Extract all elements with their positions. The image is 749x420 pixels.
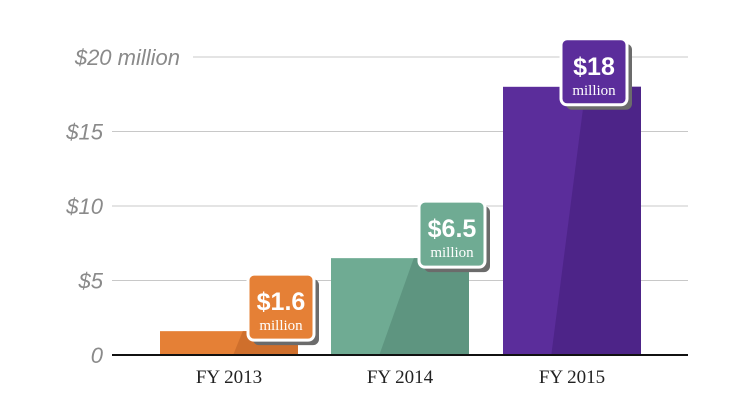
- data-label-badge: $1.6 million: [246, 272, 319, 346]
- badge-value-label: $1.6: [257, 288, 306, 316]
- y-tick-label: $5: [78, 269, 104, 294]
- y-tick-label: $15: [65, 120, 103, 145]
- badge-value-label: $6.5: [428, 215, 477, 243]
- badge-body: [417, 199, 487, 269]
- bar-shade: [551, 86, 641, 356]
- x-tick-label: FY 2013: [196, 367, 262, 388]
- data-label-badge: $18 million: [559, 37, 632, 110]
- badge-unit-label: million: [572, 83, 616, 99]
- x-tick-label: FY 2015: [539, 367, 605, 388]
- y-axis-ticks: 0 $5 $10 $15 $20 million: [65, 45, 180, 368]
- x-tick-label: FY 2014: [367, 367, 434, 388]
- y-tick-label: $10: [65, 194, 103, 219]
- data-label-badges: $1.6 million $6.5 million $18 million: [246, 37, 632, 346]
- y-tick-label: 0: [91, 343, 104, 368]
- badge-unit-label: million: [259, 318, 303, 334]
- data-label-badge: $6.5 million: [417, 199, 490, 273]
- y-tick-label: $20 million: [74, 45, 180, 70]
- bar: [331, 258, 469, 355]
- badge-body: [246, 272, 316, 342]
- bars: [160, 86, 641, 356]
- x-axis-ticks: FY 2013 FY 2014 FY 2015: [196, 367, 605, 388]
- bar: [503, 86, 641, 356]
- badge-value-label: $18: [573, 53, 615, 81]
- badge-unit-label: million: [430, 245, 474, 261]
- badge-body: [559, 37, 629, 107]
- bar-shade: [379, 258, 469, 355]
